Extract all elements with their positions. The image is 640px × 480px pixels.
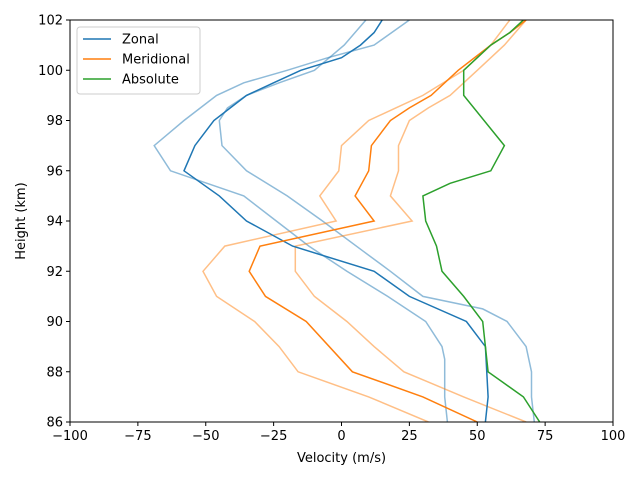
legend: Zonal Meridional Absolute <box>76 26 201 95</box>
series-line-absolute <box>422 20 541 422</box>
y-tick-label: 94 <box>46 215 63 230</box>
y-tick-label: 88 <box>46 365 63 380</box>
x-tick-label: −50 <box>192 429 219 444</box>
series-line-meridional <box>248 20 527 422</box>
x-axis-label: Velocity (m/s) <box>297 451 386 466</box>
y-tick-label: 100 <box>38 64 63 79</box>
y-tick-label: 90 <box>46 315 63 330</box>
x-tick-label: −75 <box>124 429 151 444</box>
x-tick-label: 25 <box>401 429 418 444</box>
x-tick-label: −25 <box>260 429 287 444</box>
x-tick-label: −100 <box>52 429 88 444</box>
confidence-bands <box>153 20 536 422</box>
meridional-band-right <box>202 20 511 422</box>
series-line-zonal <box>183 20 489 422</box>
x-tick-label: 50 <box>469 429 486 444</box>
legend-box <box>76 26 201 95</box>
meridional-band-left <box>294 20 527 422</box>
y-tick-label: 86 <box>46 416 63 431</box>
axis-ticks: −100 −75 −50 −25 0 25 50 75 100 86 88 90 92 94 96 98 100… <box>38 14 625 445</box>
x-tick-label: 75 <box>537 429 554 444</box>
zonal-band-right <box>218 20 536 422</box>
y-axis-label: Height (km) <box>14 182 29 259</box>
legend-label-meridional: Meridional <box>122 53 190 68</box>
zonal-band-left <box>153 20 449 422</box>
y-tick-label: 102 <box>38 14 63 29</box>
legend-label-zonal: Zonal <box>122 33 159 48</box>
y-tick-label: 96 <box>46 164 63 179</box>
legend-label-absolute: Absolute <box>122 73 179 88</box>
series-lines <box>183 20 541 422</box>
x-tick-label: 0 <box>337 429 345 444</box>
y-tick-label: 98 <box>46 114 63 129</box>
x-tick-label: 100 <box>601 429 626 444</box>
y-tick-label: 92 <box>46 265 63 280</box>
